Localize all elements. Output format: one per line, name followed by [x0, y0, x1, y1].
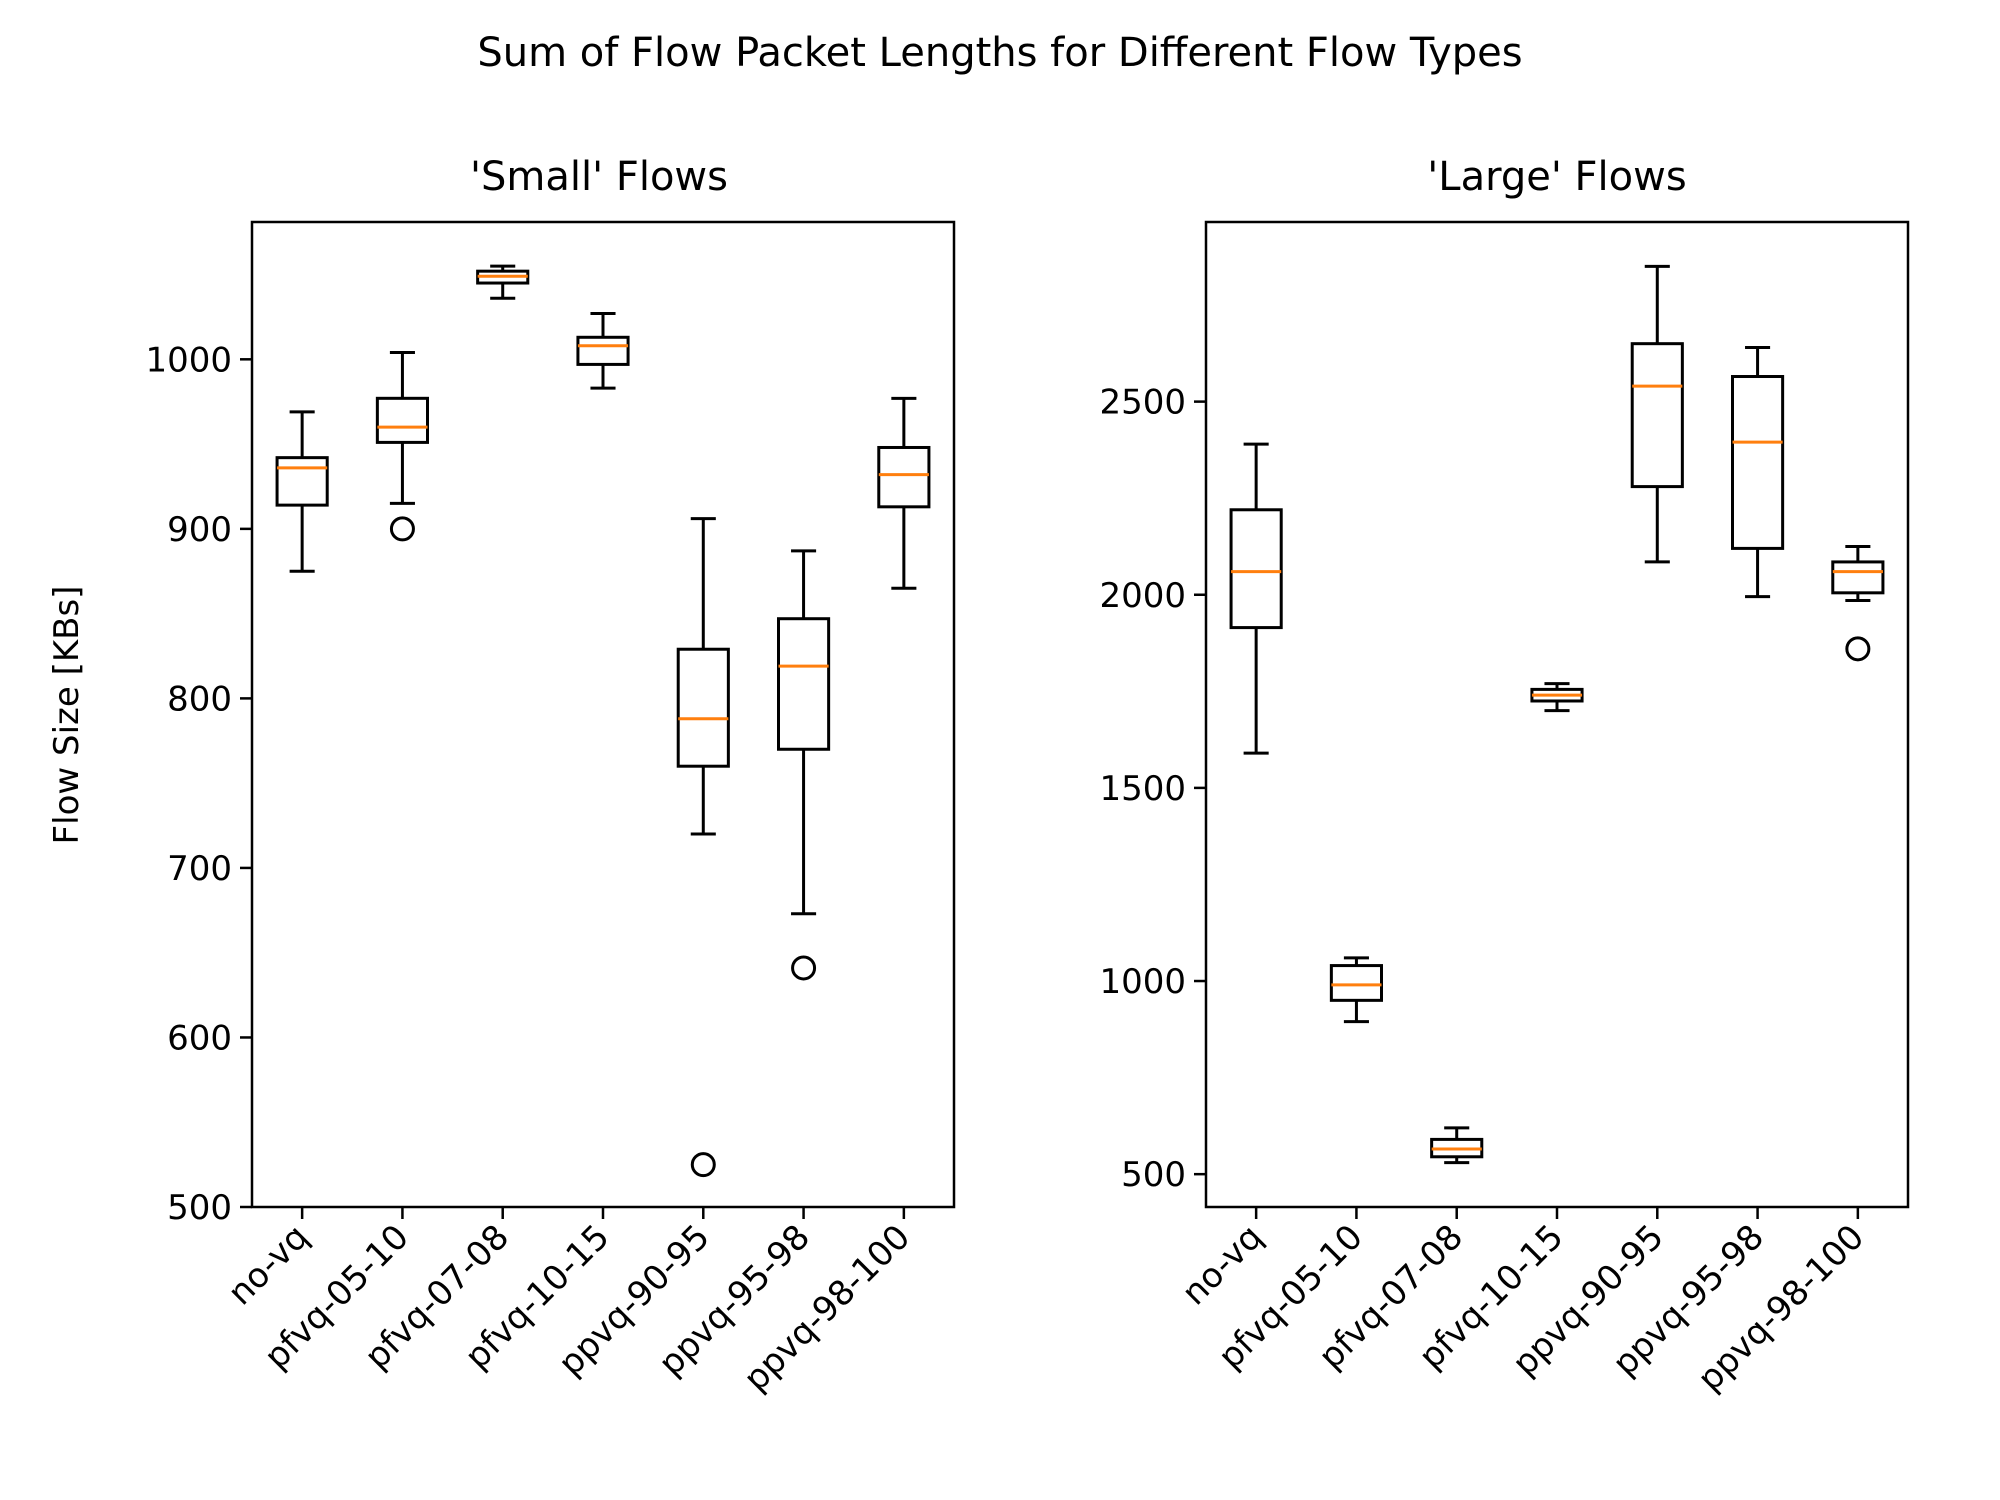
iqr-box [1731, 375, 1785, 550]
iqr-box [676, 647, 730, 768]
box-ppvq-90-95 [676, 517, 730, 1178]
box-ppvq-98-100 [1831, 544, 1885, 662]
y-tick-label: 800 [167, 679, 232, 719]
iqr-box [375, 396, 430, 444]
box-ppvq-95-98 [777, 549, 831, 981]
small-flows-title: 'Small' Flows [470, 154, 728, 200]
large-flows-panel: 'Large' Flows 5001000150020002500no-vqpf… [1099, 154, 1910, 1399]
y-tick-label: 900 [167, 510, 232, 550]
y-tick-label: 1000 [1099, 962, 1186, 1002]
box-pfvq-10-15 [576, 312, 630, 390]
y-tick-label: 600 [167, 1018, 232, 1058]
iqr-box [877, 445, 931, 509]
figure-title: Sum of Flow Packet Lengths for Different… [477, 30, 1522, 76]
y-tick-label: 1500 [1099, 769, 1186, 809]
axes-frame [250, 220, 956, 1209]
outlier-point [690, 1152, 716, 1178]
large-flows-title: 'Large' Flows [1427, 154, 1686, 200]
box-no-vq [275, 410, 329, 573]
box-no-vq [1229, 442, 1283, 755]
axes-frame [1204, 220, 1910, 1209]
iqr-box [1329, 964, 1384, 1002]
small-flows-panel: 'Small' Flows Flow Size [KBs] 500 600 700 8… [47, 154, 956, 1399]
box-pfvq-10-15 [1530, 682, 1584, 713]
x-tick-label: no-vq [1174, 1217, 1270, 1313]
y-tick-label: 2500 [1099, 383, 1186, 423]
box-ppvq-95-98 [1731, 346, 1785, 599]
y-tick-label: 500 [1121, 1155, 1186, 1195]
box-ppvq-90-95 [1630, 264, 1684, 564]
box-ppvq-98-100 [877, 396, 931, 590]
iqr-box [1630, 342, 1684, 489]
box-pfvq-07-08 [476, 264, 530, 300]
x-tick-label: no-vq [220, 1217, 316, 1313]
iqr-box [1831, 560, 1885, 595]
iqr-box [1229, 508, 1283, 630]
outlier-point [1845, 636, 1871, 662]
box-pfvq-05-10 [375, 351, 430, 542]
y-tick-label: 700 [167, 849, 232, 889]
box-pfvq-07-08 [1430, 1126, 1484, 1165]
small-flows-y-axis-label: Flow Size [KBs] [47, 586, 87, 845]
outlier-point [791, 955, 817, 981]
iqr-box [576, 335, 630, 366]
iqr-box [777, 617, 831, 751]
iqr-box [275, 456, 329, 507]
y-tick-label: 500 [167, 1188, 232, 1228]
box-pfvq-05-10 [1329, 956, 1384, 1024]
outlier-point [389, 516, 415, 542]
y-tick-label: 2000 [1099, 576, 1186, 616]
y-tick-label: 1000 [145, 340, 232, 380]
